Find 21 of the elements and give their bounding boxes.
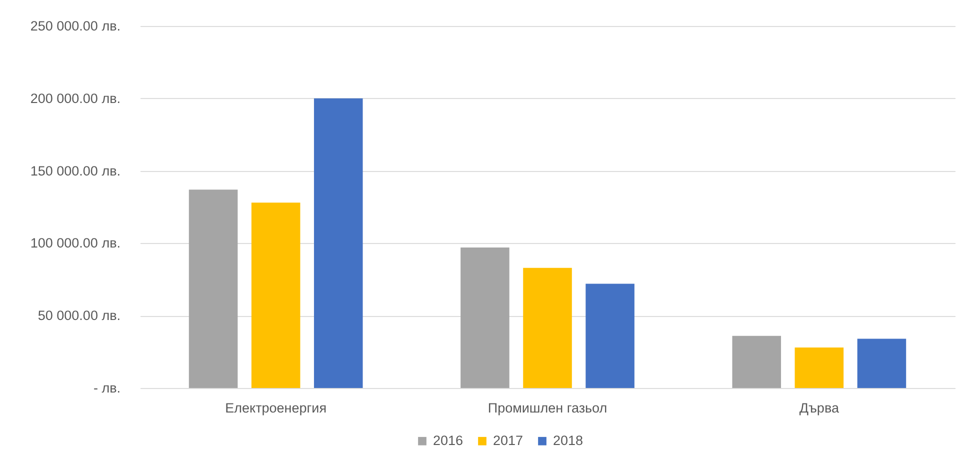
x-tick-label: Електроенергия bbox=[225, 400, 327, 416]
bar bbox=[314, 98, 363, 388]
bar bbox=[523, 268, 572, 388]
legend-label: 2017 bbox=[493, 433, 524, 448]
y-tick-label: - лв. bbox=[93, 380, 120, 396]
bar bbox=[794, 347, 844, 388]
bar bbox=[460, 248, 510, 388]
bar bbox=[732, 336, 782, 388]
bar bbox=[251, 202, 300, 388]
bar bbox=[857, 338, 906, 388]
bar bbox=[586, 284, 634, 388]
x-tick-label: Дърва bbox=[799, 400, 840, 416]
legend-label: 2018 bbox=[553, 433, 584, 448]
y-tick-label: 50 000.00 лв. bbox=[38, 308, 120, 324]
y-tick-label: 200 000.00 лв. bbox=[30, 90, 120, 106]
y-tick-label: 250 000.00 лв. bbox=[30, 18, 120, 34]
bar bbox=[188, 190, 238, 388]
y-tick-label: 150 000.00 лв. bbox=[30, 163, 120, 178]
x-tick-label: Промишлен газьол bbox=[488, 400, 608, 416]
legend-label: 2016 bbox=[433, 433, 464, 448]
y-tick-label: 100 000.00 лв. bbox=[30, 236, 120, 251]
